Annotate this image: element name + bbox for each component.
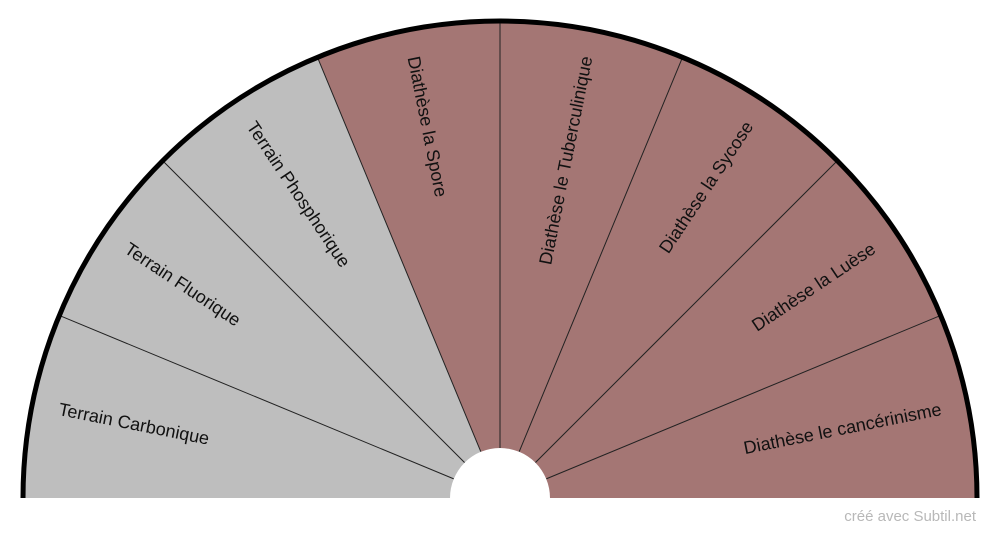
hub-mask — [440, 498, 560, 540]
segments-group — [23, 21, 977, 499]
segment-terrain-carbonique — [23, 315, 500, 498]
segment-divider — [59, 314, 454, 480]
segment-divider — [518, 57, 684, 452]
segment-divider — [316, 57, 482, 452]
segment-diathese-la-sycose — [500, 57, 838, 499]
segment-diathese-le-tuberculinique — [500, 21, 683, 498]
segment-divider — [162, 160, 465, 463]
watermark: créé avec Subtil.net — [844, 508, 976, 525]
segment-diathese-la-luese — [500, 160, 941, 498]
segment-diathese-le-cancerinisme — [500, 315, 977, 498]
outer-rim — [20, 18, 980, 499]
segment-divider — [535, 160, 838, 463]
segment-terrain-phosphorique — [162, 57, 500, 499]
segment-diathese-la-spore — [317, 21, 500, 498]
dividers-group — [59, 21, 941, 480]
segment-divider — [546, 314, 941, 480]
segment-terrain-fluorique — [59, 160, 501, 498]
